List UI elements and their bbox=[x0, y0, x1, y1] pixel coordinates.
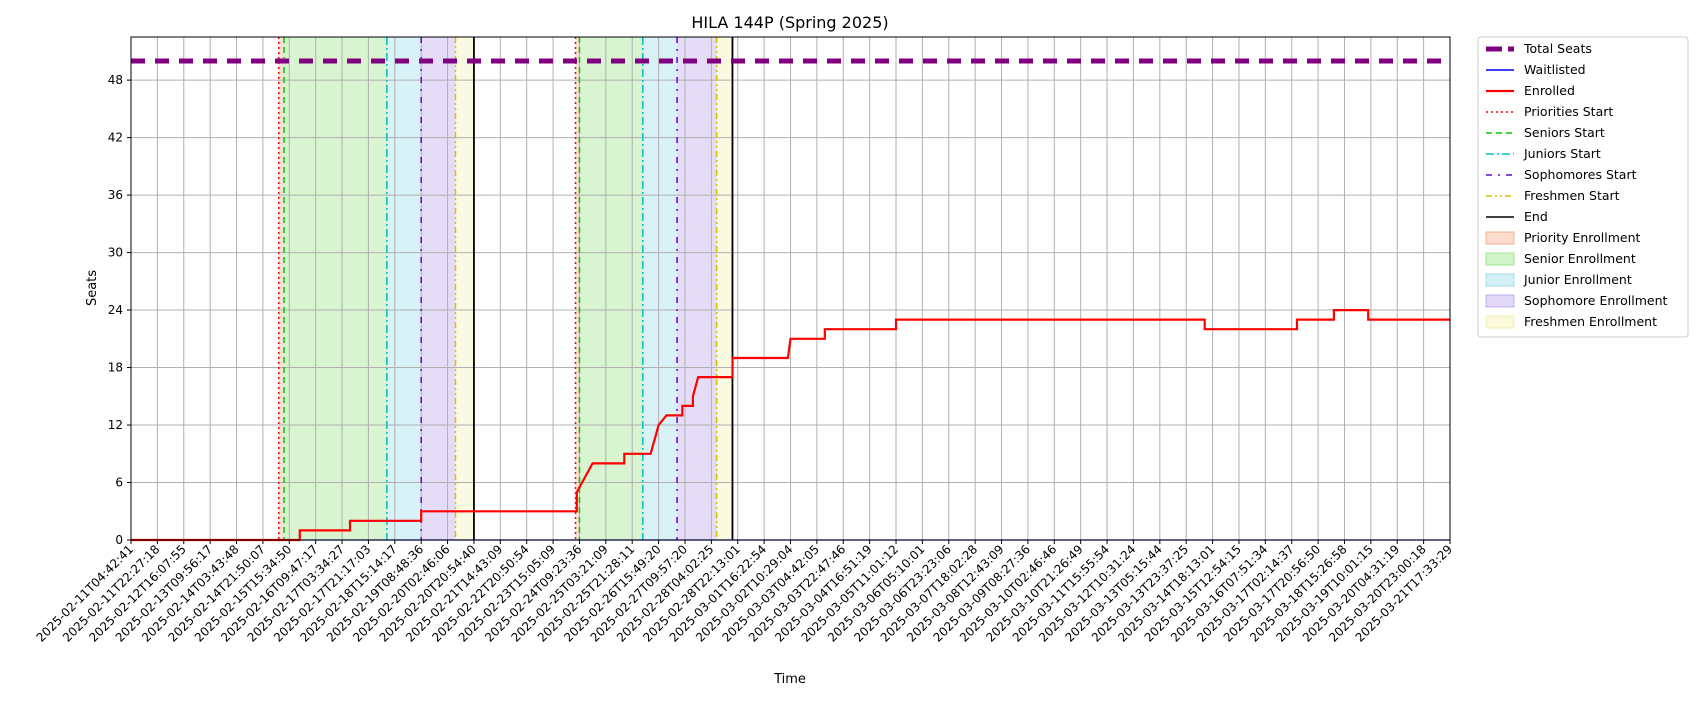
region-freshmen-enrollment bbox=[455, 37, 474, 540]
shaded-regions bbox=[278, 37, 733, 540]
y-tick-label: 12 bbox=[108, 418, 123, 432]
y-tick-label: 42 bbox=[108, 131, 123, 145]
region-senior-enrollment bbox=[579, 37, 643, 540]
legend-box bbox=[1477, 36, 1689, 338]
legend-swatch-freshmen-enrollment bbox=[1485, 315, 1515, 329]
series-enrolled bbox=[131, 309, 1450, 542]
y-tick-label: 18 bbox=[108, 361, 123, 375]
y-tick-label: 48 bbox=[108, 73, 123, 87]
legend-label: Sophomores Start bbox=[1524, 167, 1637, 182]
region-sophomore-enrollment bbox=[421, 37, 456, 540]
chart-title: HILA 144P (Spring 2025) bbox=[691, 13, 888, 32]
vertical-markers bbox=[277, 37, 734, 540]
y-tick-label: 30 bbox=[108, 246, 123, 260]
legend-swatch-junior-enrollment bbox=[1485, 273, 1515, 287]
region-sophomore-enrollment bbox=[677, 37, 717, 540]
legend-label: Junior Enrollment bbox=[1523, 272, 1632, 287]
region-freshmen-enrollment bbox=[716, 37, 733, 540]
legend-label: Freshmen Start bbox=[1524, 188, 1620, 203]
legend-label: Sophomore Enrollment bbox=[1524, 293, 1668, 308]
legend-label: Seniors Start bbox=[1524, 125, 1605, 140]
region-priority-enrollment bbox=[575, 37, 580, 540]
legend-label: Senior Enrollment bbox=[1524, 251, 1636, 266]
legend-label: End bbox=[1524, 209, 1548, 224]
y-tick-label: 6 bbox=[115, 476, 123, 490]
legend-label: Total Seats bbox=[1523, 41, 1592, 56]
y-axis-label: Seats bbox=[85, 270, 100, 306]
y-tick-label: 24 bbox=[108, 303, 123, 317]
y-tick-label: 36 bbox=[108, 188, 123, 202]
legend-swatch-senior-enrollment bbox=[1485, 252, 1515, 266]
legend-swatch-sophomore-enrollment bbox=[1485, 294, 1515, 308]
legend-label: Juniors Start bbox=[1523, 146, 1601, 161]
y-axis-ticks: 0 6 12 18 24 30 36 42 48 bbox=[108, 73, 131, 547]
legend-label: Priorities Start bbox=[1524, 104, 1613, 119]
region-senior-enrollment bbox=[284, 37, 387, 540]
region-priority-enrollment bbox=[278, 37, 285, 540]
region-junior-enrollment bbox=[642, 37, 678, 540]
legend-swatch-priority-enrollment bbox=[1485, 231, 1515, 245]
legend-label: Enrolled bbox=[1524, 83, 1575, 98]
legend-label: Waitlisted bbox=[1524, 62, 1586, 77]
legend-label: Priority Enrollment bbox=[1524, 230, 1641, 245]
legend: Total Seats Waitlisted Enrolled Priorities … bbox=[1477, 36, 1689, 338]
x-axis-label: Time bbox=[773, 672, 806, 687]
region-junior-enrollment bbox=[386, 37, 422, 540]
legend-label: Freshmen Enrollment bbox=[1524, 314, 1657, 329]
y-tick-label: 0 bbox=[115, 533, 123, 547]
